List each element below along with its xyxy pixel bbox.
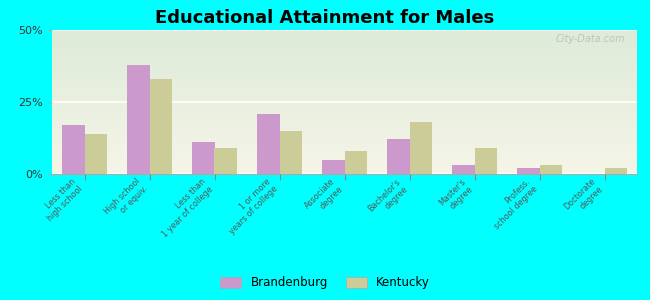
Bar [214, 148, 237, 174]
Text: Educational Attainment for Males: Educational Attainment for Males [155, 9, 495, 27]
Bar [540, 165, 562, 174]
Text: Bachelor's
degree: Bachelor's degree [366, 177, 410, 220]
Bar [452, 165, 474, 174]
Text: Less than
high school: Less than high school [38, 177, 84, 223]
Bar [410, 122, 432, 174]
Text: Doctorate
degree: Doctorate degree [562, 177, 604, 219]
Bar [192, 142, 215, 174]
Bar [322, 160, 344, 174]
Bar [257, 113, 280, 174]
Bar [517, 168, 540, 174]
Bar [474, 148, 497, 174]
Text: Associate
degree: Associate degree [304, 177, 344, 218]
Bar [280, 131, 302, 174]
Bar [387, 140, 410, 174]
Bar [150, 79, 172, 174]
Text: Master's
degree: Master's degree [437, 177, 474, 214]
Bar [62, 125, 84, 174]
Bar [604, 168, 627, 174]
Text: 1 or more
years of college: 1 or more years of college [220, 177, 280, 236]
Text: Less than
1 year of college: Less than 1 year of college [153, 177, 215, 239]
Text: High school
or equiv.: High school or equiv. [103, 177, 150, 224]
Text: Profess.
school degree: Profess. school degree [486, 177, 540, 231]
Bar [127, 64, 150, 174]
Bar [84, 134, 107, 174]
Bar [344, 151, 367, 174]
Legend: Brandenburg, Kentucky: Brandenburg, Kentucky [215, 272, 435, 294]
Text: City-Data.com: City-Data.com [556, 34, 625, 44]
